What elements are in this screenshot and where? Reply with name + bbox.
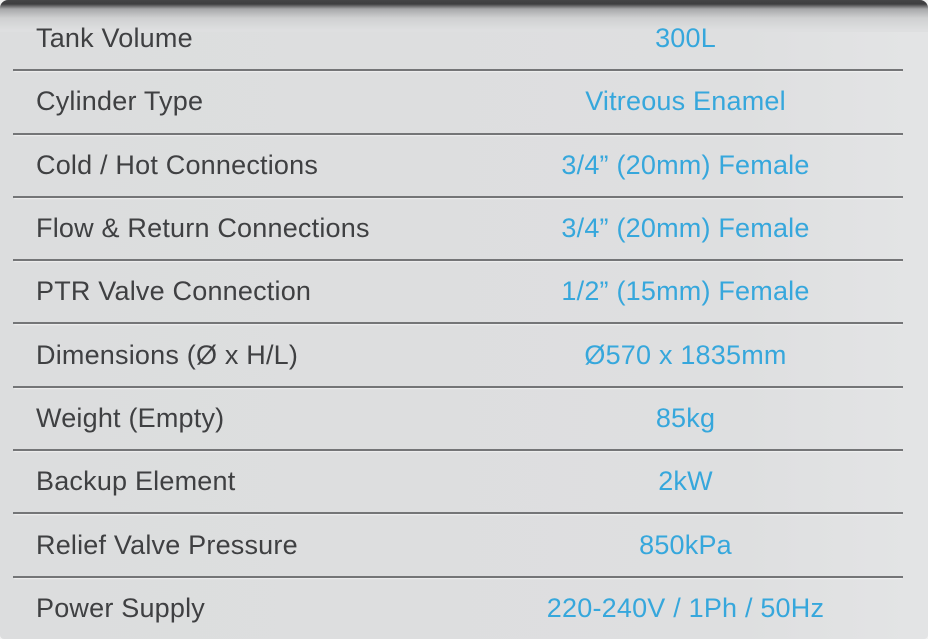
table-row: Dimensions (Ø x H/L) Ø570 x 1835mm xyxy=(13,324,903,388)
table-row: Backup Element 2kW xyxy=(13,451,903,515)
spec-label: Flow & Return Connections xyxy=(36,213,370,244)
table-row: PTR Valve Connection 1/2” (15mm) Female xyxy=(13,261,903,325)
table-row: Relief Valve Pressure 850kPa xyxy=(13,514,903,578)
table-row: Cold / Hot Connections 3/4” (20mm) Femal… xyxy=(13,135,903,198)
spec-value: 1/2” (15mm) Female xyxy=(561,276,810,307)
table-row: Power Supply 220-240V / 1Ph / 50Hz xyxy=(13,578,903,639)
spec-value: 2kW xyxy=(658,466,713,497)
spec-value: 85kg xyxy=(655,402,716,433)
spec-label: Power Supply xyxy=(36,592,205,623)
spec-value: 300L xyxy=(655,23,716,54)
spec-value: 3/4” (20mm) Female xyxy=(561,213,810,244)
table-row: Tank Volume 300L xyxy=(13,8,903,72)
table-row: Weight (Empty) 85kg xyxy=(13,388,903,452)
spec-label: Cold / Hot Connections xyxy=(36,149,319,180)
spec-label: Relief Valve Pressure xyxy=(36,529,298,560)
table-row: Cylinder Type Vitreous Enamel xyxy=(13,71,903,135)
table-row: Flow & Return Connections 3/4” (20mm) Fe… xyxy=(13,198,903,262)
spec-table: Tank Volume 300L Cylinder Type Vitreous … xyxy=(13,8,903,639)
spec-label: Backup Element xyxy=(36,466,236,497)
spec-label: Cylinder Type xyxy=(36,86,204,117)
spec-value: 220-240V / 1Ph / 50Hz xyxy=(546,592,825,623)
spec-value: Vitreous Enamel xyxy=(585,86,786,117)
spec-value: Ø570 x 1835mm xyxy=(584,339,787,370)
spec-label: Tank Volume xyxy=(36,23,193,54)
spec-label: Weight (Empty) xyxy=(36,402,225,433)
spec-value: 850kPa xyxy=(639,529,732,560)
spec-label: PTR Valve Connection xyxy=(36,276,312,307)
spec-label: Dimensions (Ø x H/L) xyxy=(36,339,299,370)
spec-value: 3/4” (20mm) Female xyxy=(561,149,810,180)
